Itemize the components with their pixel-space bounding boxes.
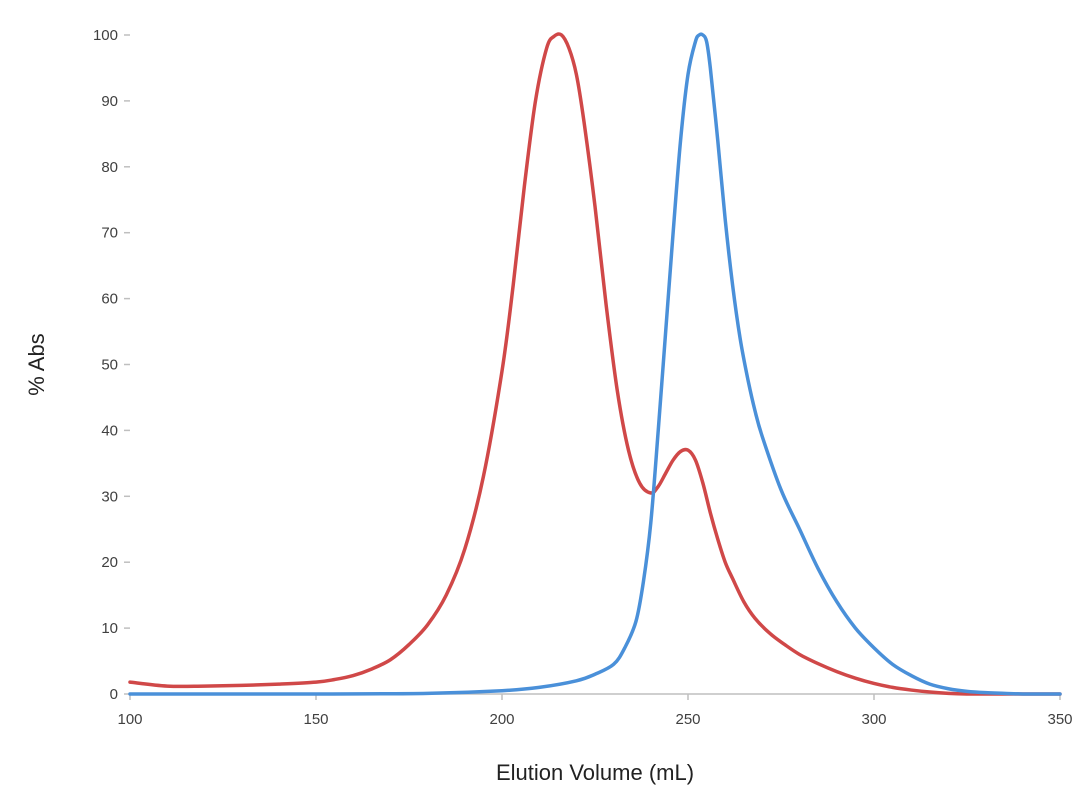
y-tick-label: 40 <box>101 422 118 439</box>
series-line-red <box>128 32 1062 696</box>
y-tick-label: 10 <box>101 620 118 637</box>
x-tick-label: 200 <box>489 711 514 728</box>
series-line-blue <box>128 32 1062 696</box>
y-tick-label: 30 <box>101 488 118 505</box>
y-tick-label: 20 <box>101 554 118 571</box>
x-tick-label: 250 <box>675 711 700 728</box>
x-axis-title: Elution Volume (mL) <box>496 760 694 785</box>
y-tick-label: 100 <box>93 27 118 44</box>
y-tick-label: 70 <box>101 225 118 242</box>
y-axis-ticks: 0 10 20 30 40 50 60 70 80 90 100 <box>93 27 130 703</box>
y-tick-label: 0 <box>110 686 118 703</box>
x-tick-label: 350 <box>1047 711 1072 728</box>
y-tick-label: 60 <box>101 291 118 308</box>
y-tick-label: 80 <box>101 159 118 176</box>
x-tick-label: 300 <box>861 711 886 728</box>
series-layer <box>128 32 1062 696</box>
x-tick-label: 150 <box>303 711 328 728</box>
y-tick-label: 50 <box>101 357 118 374</box>
x-tick-label: 100 <box>117 711 142 728</box>
y-axis-title: % Abs <box>24 333 49 395</box>
x-axis-ticks: 100 150 200 250 300 350 <box>117 694 1073 728</box>
y-tick-label: 90 <box>101 93 118 110</box>
